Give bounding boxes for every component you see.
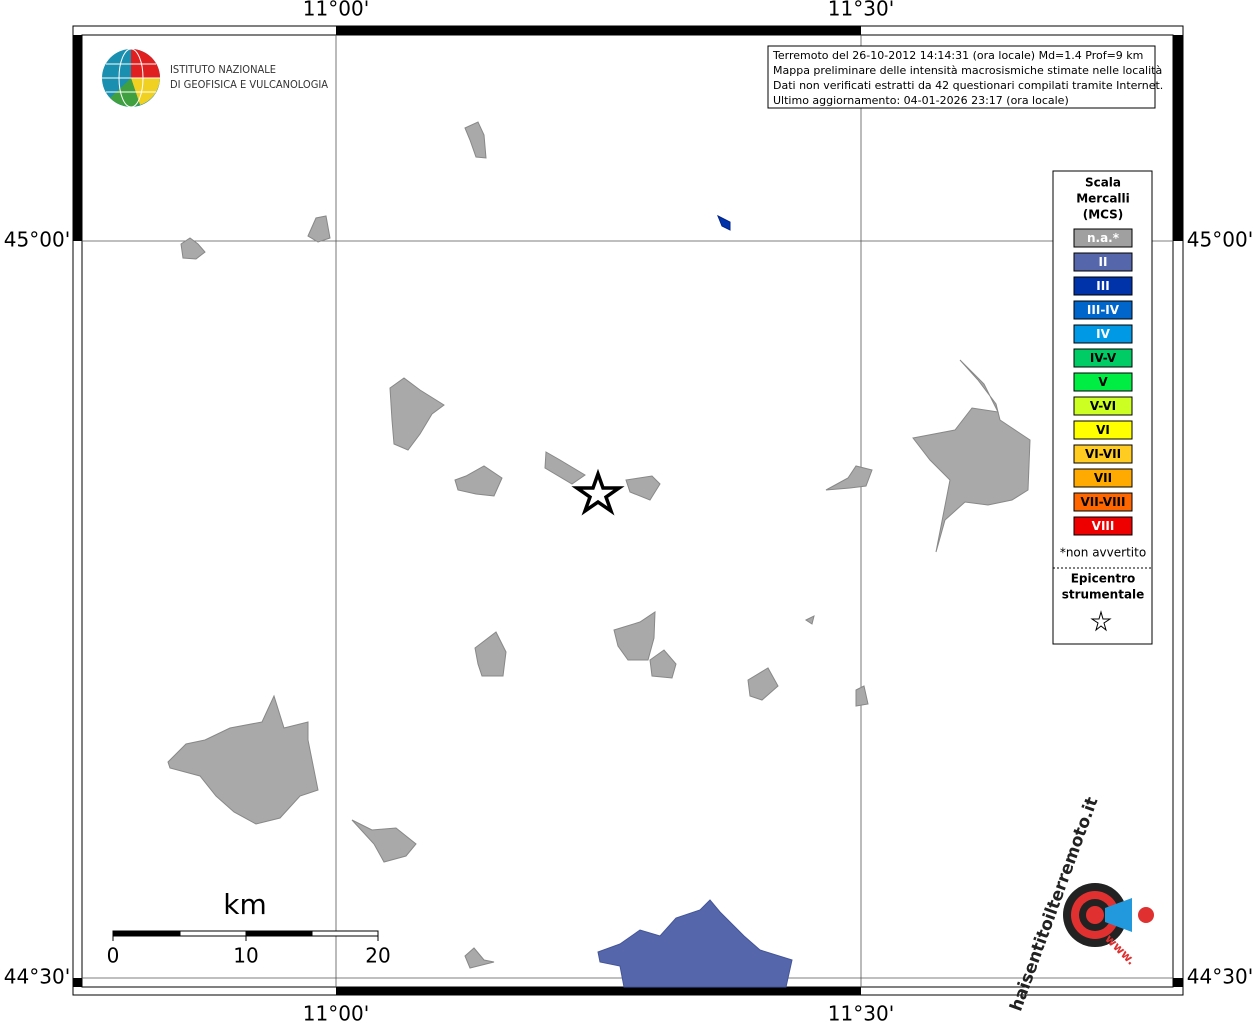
legend-title: Scala: [1085, 176, 1121, 190]
epicenter: [571, 468, 625, 516]
scale-bar: [112, 930, 379, 941]
legend-star: [1090, 610, 1112, 632]
legend-swatch: [1073, 396, 1133, 416]
lat-label: 45°00': [4, 228, 70, 252]
legend-label: VI: [1096, 423, 1110, 437]
legend-label: n.a.*: [1087, 231, 1120, 245]
logo-text: DI GEOFISICA E VULCANOLOGIA: [170, 78, 328, 91]
lon-label: 11°30': [828, 1002, 894, 1024]
intensity-area: [717, 214, 731, 231]
scale-unit: km: [223, 888, 267, 921]
legend-note: *non avvertito: [1060, 546, 1146, 560]
frame-bar: [1173, 978, 1183, 987]
scale-tick: 0: [107, 944, 120, 968]
lon-label: 11°00': [303, 1002, 369, 1024]
frame-bar: [73, 35, 82, 241]
legend-swatch: [1073, 372, 1133, 392]
map-area: [81, 34, 1174, 988]
legend-swatch: [1073, 516, 1133, 536]
lat-label: 44°30': [1187, 965, 1253, 989]
frame-bar: [336, 987, 861, 995]
info-box: [767, 45, 1156, 109]
legend-label: VII: [1094, 471, 1112, 485]
scale-tick: 20: [365, 944, 390, 968]
lat-label: 44°30': [4, 965, 70, 989]
info-line: Terremoto del 26-10-2012 14:14:31 (ora l…: [772, 49, 1143, 62]
scale-tick: 10: [233, 944, 258, 968]
info-line: Dati non verificati estratti da 42 quest…: [773, 79, 1163, 92]
legend-epicenter: Epicentro: [1071, 572, 1136, 586]
legend-title: Mercalli: [1076, 192, 1130, 206]
legend-swatch: [1073, 276, 1133, 296]
legend-epicenter: strumentale: [1062, 588, 1145, 602]
ingv-logo: ISTITUTO NAZIONALE DI GEOFISICA E VULCAN…: [102, 48, 328, 108]
legend-label: IV-V: [1090, 351, 1117, 365]
frame-bar: [73, 978, 82, 987]
frame-bar: [1173, 35, 1183, 241]
lon-label: 11°30': [828, 0, 894, 21]
legend-swatch: [1073, 492, 1133, 512]
legend-swatch: [1073, 252, 1133, 272]
lat-label: 45°00': [1187, 228, 1253, 252]
legend-label: IV: [1096, 327, 1110, 341]
legend-label: V: [1098, 375, 1108, 389]
legend-label: III-IV: [1087, 303, 1120, 317]
legend-title: (MCS): [1083, 208, 1124, 222]
frame-bar: [336, 26, 861, 35]
legend-swatch: [1073, 324, 1133, 344]
legend-swatch: [1073, 300, 1133, 320]
legend-label: VIII: [1092, 519, 1115, 533]
legend-label: III: [1096, 279, 1109, 293]
logo-text: ISTITUTO NAZIONALE: [170, 63, 276, 76]
legend-swatch: [1073, 348, 1133, 368]
info-line: Ultimo aggiornamento: 04-01-2026 23:17 (…: [773, 94, 1069, 107]
legend-swatch: [1073, 420, 1133, 440]
legend-label: V-VI: [1090, 399, 1116, 413]
legend-label: II: [1099, 255, 1108, 269]
towns: [167, 121, 1031, 969]
info-line: Mappa preliminare delle intensità macros…: [773, 64, 1162, 77]
legend-swatch: [1073, 228, 1133, 248]
legend-swatch: [1073, 444, 1133, 464]
legend-label: VI-VII: [1085, 447, 1121, 461]
legend-label: VII-VIII: [1080, 495, 1125, 509]
lon-label: 11°00': [303, 0, 369, 21]
intensity-area: [597, 899, 793, 988]
legend-swatch: [1073, 468, 1133, 488]
